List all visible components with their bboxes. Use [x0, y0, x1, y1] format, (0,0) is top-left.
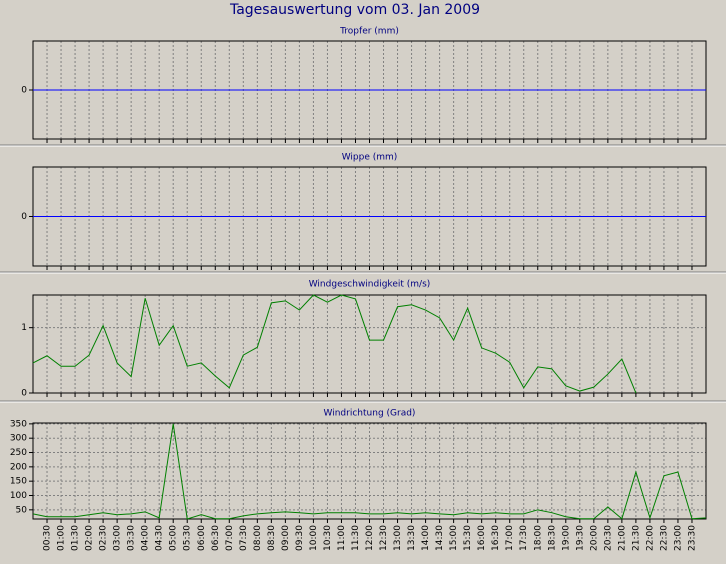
x-tick-label: 01:00: [57, 525, 67, 551]
x-tick-label: 05:30: [183, 525, 193, 551]
x-tick-label: 12:30: [379, 525, 389, 551]
x-tick-label: 23:00: [673, 525, 683, 551]
x-tick-label: 06:30: [211, 525, 221, 551]
x-tick-label: 17:00: [505, 525, 515, 551]
x-tick-label: 04:30: [155, 525, 165, 551]
x-tick-label: 18:30: [547, 525, 557, 551]
x-tick-label: 01:30: [71, 525, 81, 551]
x-tick-label: 15:30: [463, 525, 473, 551]
y-tick-label: 350: [10, 419, 27, 429]
y-tick-label: 100: [10, 491, 27, 501]
x-tick-label: 22:30: [659, 525, 669, 551]
x-tick-label: 08:30: [267, 525, 277, 551]
x-tick-label: 10:30: [323, 525, 333, 551]
y-tick-label: 50: [16, 505, 28, 515]
x-tick-label: 22:00: [645, 525, 655, 551]
x-tick-label: 21:00: [617, 525, 627, 551]
x-tick-label: 23:30: [687, 525, 697, 551]
y-tick-label: 0: [21, 389, 27, 399]
x-tick-label: 20:00: [589, 525, 599, 551]
y-tick-label: 150: [10, 477, 27, 487]
x-tick-label: 12:00: [365, 525, 375, 551]
y-tick-label: 0: [21, 86, 27, 96]
y-tick-label: 300: [10, 434, 27, 444]
plot-frame: [32, 422, 707, 520]
x-tick-label: 03:30: [127, 525, 137, 551]
x-tick-label: 06:00: [197, 525, 207, 551]
x-tick-label: 20:30: [603, 525, 613, 551]
x-tick-label: 09:30: [295, 525, 305, 551]
x-tick-label: 19:30: [575, 525, 585, 551]
y-tick-label: 200: [10, 462, 27, 472]
x-tick-label: 11:00: [337, 525, 347, 551]
x-tick-label: 19:00: [561, 525, 571, 551]
x-tick-label: 14:30: [435, 525, 445, 551]
chart-title: Tropfer (mm): [339, 27, 399, 37]
y-tick-label: 1: [21, 323, 27, 333]
chart-title: Wippe (mm): [342, 153, 398, 163]
x-tick-label: 03:00: [113, 525, 123, 551]
x-tick-label: 02:30: [99, 525, 109, 551]
x-tick-label: 11:30: [351, 525, 361, 551]
chart-title: Windrichtung (Grad): [324, 409, 416, 419]
data-line: [32, 423, 707, 520]
plot-frame: [32, 294, 707, 394]
x-tick-label: 10:00: [309, 525, 319, 551]
x-tick-label: 08:00: [253, 525, 263, 551]
page-title: Tagesauswertung vom 03. Jan 2009: [229, 2, 480, 18]
x-tick-label: 16:30: [491, 525, 501, 551]
x-tick-label: 13:00: [393, 525, 403, 551]
chart-title: Windgeschwindigkeit (m/s): [309, 280, 431, 290]
x-tick-label: 16:00: [477, 525, 487, 551]
x-tick-label: 15:00: [449, 525, 459, 551]
x-tick-label: 00:30: [43, 525, 53, 551]
y-tick-label: 0: [21, 212, 27, 222]
x-tick-label: 07:00: [225, 525, 235, 551]
x-tick-label: 04:00: [141, 525, 151, 551]
x-tick-label: 07:30: [239, 525, 249, 551]
x-tick-label: 13:30: [407, 525, 417, 551]
x-tick-label: 02:00: [85, 525, 95, 551]
x-tick-label: 21:30: [631, 525, 641, 551]
x-tick-label: 18:00: [533, 525, 543, 551]
y-tick-label: 250: [10, 448, 27, 458]
x-tick-label: 05:00: [169, 525, 179, 551]
data-line: [32, 294, 637, 394]
x-tick-label: 09:00: [281, 525, 291, 551]
x-tick-label: 17:30: [519, 525, 529, 551]
x-tick-label: 14:00: [421, 525, 431, 551]
